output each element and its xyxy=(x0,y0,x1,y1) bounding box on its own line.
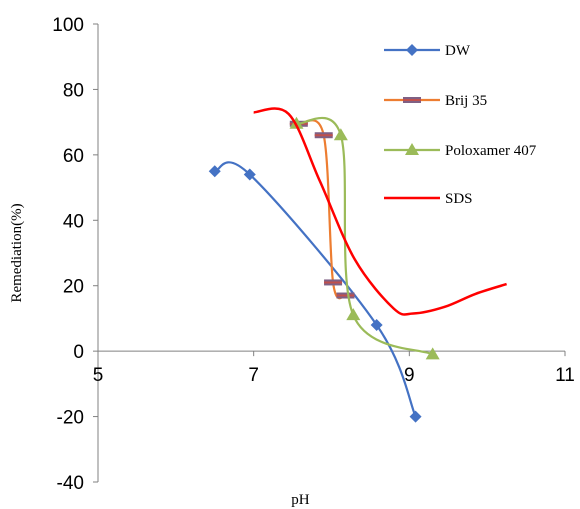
y-tick-label: -20 xyxy=(57,408,84,429)
data-point-poloxamer-407 xyxy=(346,308,361,321)
x-ticks: 5 7 9 11 xyxy=(93,351,575,386)
y-tick-label: -40 xyxy=(57,473,84,494)
y-tick-label: 0 xyxy=(73,342,84,363)
data-point-dw xyxy=(243,168,256,181)
x-tick-label: 11 xyxy=(555,365,575,386)
y-tick-label: 80 xyxy=(63,80,84,101)
y-tick-label: 40 xyxy=(63,211,84,232)
legend-marker-dw xyxy=(406,44,418,56)
x-axis-title: pH xyxy=(291,492,310,508)
x-tick-label: 9 xyxy=(404,365,415,386)
legend-marker-poloxamer-407 xyxy=(405,143,419,155)
legend-item-dw: DW xyxy=(384,43,471,59)
legend-item-poloxamer-407: Poloxamer 407 xyxy=(384,143,537,159)
legend-label-dw: DW xyxy=(445,43,471,59)
legend-label-poloxamer-407: Poloxamer 407 xyxy=(445,143,537,159)
series-dw xyxy=(208,161,422,423)
series-line-dw xyxy=(214,161,417,418)
legend-label-sds: SDS xyxy=(445,191,473,207)
y-axis-title: Remediation(%) xyxy=(9,203,25,302)
x-tick-label: 5 xyxy=(93,365,104,386)
legend-label-brij-35: Brij 35 xyxy=(445,93,487,109)
data-point-poloxamer-407 xyxy=(289,116,304,129)
x-tick-label: 7 xyxy=(248,365,259,386)
data-point-dw xyxy=(208,165,221,178)
legend: DW Brij 35 Poloxamer 407 SDS xyxy=(384,43,537,207)
y-tick-label: 60 xyxy=(63,146,84,167)
y-tick-label: 20 xyxy=(63,277,84,298)
legend-item-brij-35: Brij 35 xyxy=(384,93,487,109)
y-tick-label: 100 xyxy=(52,15,84,36)
series-line-sds xyxy=(253,107,508,316)
series-layer xyxy=(208,107,508,423)
data-point-dw xyxy=(409,410,422,423)
data-point-dw xyxy=(370,318,383,331)
y-ticks: -40 -20 0 20 40 60 80 100 xyxy=(52,15,98,494)
legend-item-sds: SDS xyxy=(384,191,473,207)
data-point-poloxamer-407 xyxy=(333,128,348,141)
data-point-poloxamer-407 xyxy=(425,347,440,360)
axes: -40 -20 0 20 40 60 80 100 5 7 9 11 xyxy=(52,15,575,494)
series-sds xyxy=(253,107,508,316)
